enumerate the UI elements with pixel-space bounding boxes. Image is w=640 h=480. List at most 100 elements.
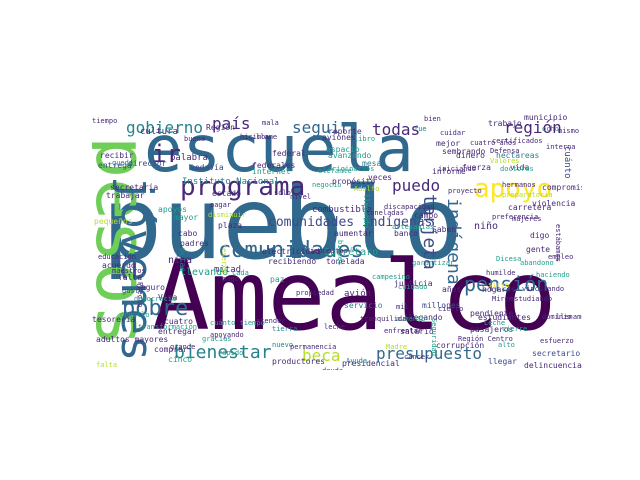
word: cuidar (440, 129, 466, 137)
word: Valores (490, 157, 520, 165)
word: todas (372, 120, 421, 139)
word: trabajar (106, 191, 145, 200)
word: llevando (180, 267, 229, 278)
word: humilde (486, 269, 516, 277)
word: atender (256, 317, 286, 325)
word: Miren (492, 295, 514, 303)
word: estado (212, 189, 241, 198)
word: electricidad (262, 247, 320, 256)
word: empleo (548, 253, 574, 261)
word: federales (252, 161, 296, 170)
word: digo (530, 231, 550, 240)
word: hicimos (240, 133, 270, 141)
word: puedo (392, 176, 441, 195)
word: cultura (140, 127, 178, 137)
word: pasajeros (470, 325, 514, 334)
word: ocho (542, 125, 559, 133)
word: cuidado (398, 283, 428, 291)
word: grande (170, 343, 196, 351)
word: democracia (134, 295, 177, 303)
word: carretera (508, 203, 552, 212)
word: internet (252, 167, 291, 176)
word: mayor (174, 213, 199, 222)
word: Querétaro (324, 247, 379, 258)
word: mejor (436, 139, 461, 148)
word: estudiantes (478, 313, 531, 322)
word: adultos mayores (96, 335, 169, 344)
word: pobre (122, 296, 189, 321)
word: beca (302, 346, 341, 365)
word: apoyo (474, 174, 553, 204)
word: Madre (386, 343, 408, 351)
word: cabo (178, 229, 198, 238)
word: discapacidad (384, 203, 435, 211)
word: llegando (404, 313, 443, 322)
word: secretario (532, 349, 581, 358)
word: pago (222, 275, 239, 283)
word-cloud: pueblo Amealco escuela pesos jóvenes programa… (92, 106, 582, 370)
word: disminuir (208, 211, 246, 219)
word: educación (98, 253, 136, 261)
word: bienestar (174, 342, 272, 363)
word: dominio (542, 313, 572, 321)
word: región (504, 118, 562, 137)
word: sirve (488, 281, 510, 289)
word: trabajo (488, 119, 522, 128)
word: tranquilidad (360, 315, 411, 323)
word: palabra (170, 153, 208, 163)
word: director (128, 159, 167, 168)
word: comprar (154, 345, 188, 354)
word: iniciando (438, 165, 476, 173)
word: metas (178, 248, 187, 273)
word: ir (152, 140, 181, 168)
word: hogares (482, 285, 516, 294)
word: delincuencia (524, 361, 582, 370)
word: Leche (484, 319, 506, 327)
word: secretaría (110, 183, 159, 192)
word: reporte (328, 127, 362, 136)
word: Dicesa (496, 255, 522, 263)
word: elefante (318, 167, 352, 175)
word: queda (112, 159, 134, 167)
word: veces (368, 173, 393, 182)
word: alto (498, 341, 515, 349)
word: Ayuda (346, 357, 368, 365)
word: pagar (210, 201, 232, 209)
word: padres (180, 239, 209, 248)
word: abandono (520, 259, 554, 267)
word: tonelada (326, 257, 365, 266)
word: mala (262, 119, 279, 127)
word: doctores (500, 165, 534, 173)
word: informe (432, 167, 466, 176)
word: niño (474, 221, 499, 232)
word: mismo (558, 127, 580, 135)
word: apoyando (210, 331, 244, 339)
word: preparatoria (502, 191, 553, 199)
word: millones (422, 301, 461, 310)
word: salario (400, 327, 434, 336)
word: programa (180, 172, 306, 202)
word: tierra (272, 325, 298, 333)
word: sólo (274, 189, 291, 197)
word: presidencial (342, 359, 400, 368)
word: Saben (432, 225, 457, 234)
word: acuerdo (102, 261, 136, 270)
word: permanencia (290, 343, 337, 351)
word: enfrentar (384, 327, 422, 335)
word: banco (394, 229, 419, 238)
word: gusto (122, 287, 144, 295)
word: espacio (326, 145, 360, 154)
word: niña (168, 255, 193, 266)
word: gracias (202, 335, 232, 343)
word: Región Centro (458, 335, 513, 343)
word: libro (354, 135, 376, 143)
word: nivel (290, 193, 312, 201)
word: toneladas (366, 209, 404, 217)
word: pequeños (94, 217, 133, 226)
word: cuatro (164, 317, 193, 326)
word: Región (206, 123, 235, 132)
word: combustible (312, 205, 372, 215)
word: cáncer (404, 353, 430, 361)
word: productores (272, 357, 325, 366)
word: cuatro años (470, 139, 517, 147)
